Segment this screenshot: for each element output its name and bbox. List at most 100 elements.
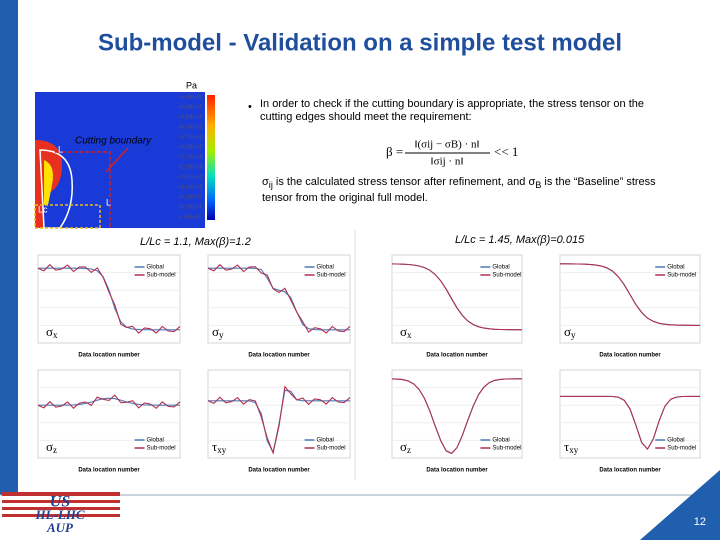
page-number: 12 (694, 516, 706, 528)
panel-label: τxy (564, 439, 579, 455)
plot-panel: Global Sub-model Data location number σy (559, 254, 701, 359)
logo-text: US (50, 494, 71, 511)
panel-symbol: τ (564, 439, 569, 454)
side-bar (0, 0, 18, 495)
panel-symbol: τ (212, 439, 217, 454)
formula-rhs: << 1 (494, 144, 518, 159)
panel-label: σx (400, 324, 412, 340)
panel-symbol: σ (212, 324, 219, 339)
panel-symbol: σ (400, 439, 407, 454)
bullet-dot: • (248, 101, 252, 113)
scale-label: +4.83E+08 (178, 114, 203, 120)
legend-label: Global (667, 438, 684, 444)
plot-area (37, 369, 181, 459)
formula-lhs: β = (386, 144, 403, 159)
stripe (2, 500, 120, 503)
scale-label: +1.14E+08 (178, 184, 203, 190)
panel-subscript: y (571, 330, 576, 340)
scale-label: -4.43E+07 (178, 214, 201, 220)
formula-den: ‖σij · n‖ (431, 156, 464, 168)
logo: US HL-LHC AUP (2, 492, 120, 535)
group-caption: L/Lc = 1.1, Max(β)=1.2 (140, 236, 251, 248)
note-box: σij is the calculated stress tensor afte… (262, 176, 682, 205)
x-axis-label: Data location number (248, 353, 310, 359)
legend-label: Global (317, 265, 334, 271)
stripe (2, 492, 120, 496)
contour-image: Pa +5.88E+08 +5.36E+08 +4.83E+08 +4.30E+08 +… (34, 80, 215, 229)
panel-symbol: σ (400, 324, 407, 339)
lc-box (34, 204, 101, 229)
panel-label: σz (400, 439, 411, 455)
curve (560, 395, 700, 451)
panel-subscript: z (407, 445, 411, 455)
corner (640, 470, 720, 540)
x-axis-label: Data location number (248, 468, 310, 474)
note-part: σ (262, 176, 269, 188)
plot-area (207, 254, 351, 344)
panel-label: σz (46, 439, 57, 455)
plot-area (391, 369, 523, 459)
bullet-box: In order to check if the cutting boundar… (260, 98, 644, 123)
cutting-boundary (55, 151, 111, 228)
group-caption: L/Lc = 1.45, Max(β)=0.015 (455, 234, 585, 246)
note-sub: ij (268, 180, 273, 191)
logo-text: AUP (46, 520, 74, 535)
legend-label: Global (667, 265, 684, 271)
scale-label: +6.11E+07 (178, 194, 202, 200)
legend-label: Sub-model (147, 446, 176, 452)
curve (207, 263, 351, 334)
logo-text: HL-LHC (34, 507, 84, 522)
plot-panel: Global Sub-model Data location number σz (37, 369, 181, 474)
scale-label: +2.19E+08 (178, 164, 203, 170)
arrow (105, 147, 129, 173)
title: Sub-model - Validation on a simple test … (98, 29, 622, 56)
x-axis-label: Data location number (599, 468, 661, 474)
x-axis-label: Data location number (599, 353, 661, 359)
bullet-text: In order to check if the cutting boundar… (260, 98, 644, 123)
curve (391, 378, 522, 455)
formula: β = ‖(σij − σB) · n‖ ‖σij · n‖ << 1 (386, 139, 518, 168)
plot-panel: Global Sub-model Data location number τxy (559, 369, 701, 474)
panel-subscript: x (53, 330, 58, 340)
legend-label: Sub-model (317, 273, 346, 279)
unit: Pa (186, 80, 197, 90)
panel-subscript: y (219, 330, 224, 340)
plot-panel: Global Sub-model Data location number σx (37, 254, 181, 359)
panel-subscript: z (53, 445, 57, 455)
note-part: is the “Baseline” stress tensor from the… (262, 176, 656, 205)
plot-area (391, 254, 523, 344)
legend-label: Global (492, 438, 509, 444)
curve (391, 263, 523, 331)
legend-label: Global (147, 265, 164, 271)
legend-label: Global (147, 438, 164, 444)
curve (208, 267, 350, 331)
legend-label: Global (492, 265, 509, 271)
l-label-2: L (106, 197, 111, 207)
note-part: is the calculated stress tensor after re… (272, 176, 536, 188)
panel-subscript: xy (569, 445, 579, 455)
scale-label: +3.25E+08 (178, 144, 203, 150)
boundary-label: Cutting boundary (75, 136, 152, 147)
scale-label: +2.72E+08 (178, 154, 203, 160)
scale-label: +1.67E+08 (178, 174, 203, 180)
panel-symbol: σ (564, 324, 571, 339)
plot-area (207, 369, 351, 459)
curve (560, 263, 700, 326)
color-scale (207, 95, 215, 220)
panel-label: τxy (212, 439, 227, 455)
note-sub: B (535, 180, 542, 191)
scale-label: +3.77E+08 (178, 134, 203, 140)
note: σij is the calculated stress tensor afte… (262, 176, 682, 205)
x-axis-label: Data location number (426, 468, 488, 474)
l-label: L (58, 144, 63, 154)
panel-label: σy (212, 324, 224, 340)
legend-label: Sub-model (147, 273, 176, 279)
mid-zone (44, 160, 53, 205)
panel-symbol: σ (46, 324, 53, 339)
curve (38, 267, 180, 331)
scale-label: +8.39E+06 (178, 204, 203, 210)
x-axis-label: Data location number (426, 353, 488, 359)
plot-panel: Global Sub-model Data location number σx (391, 254, 523, 359)
plot-area (559, 254, 701, 344)
